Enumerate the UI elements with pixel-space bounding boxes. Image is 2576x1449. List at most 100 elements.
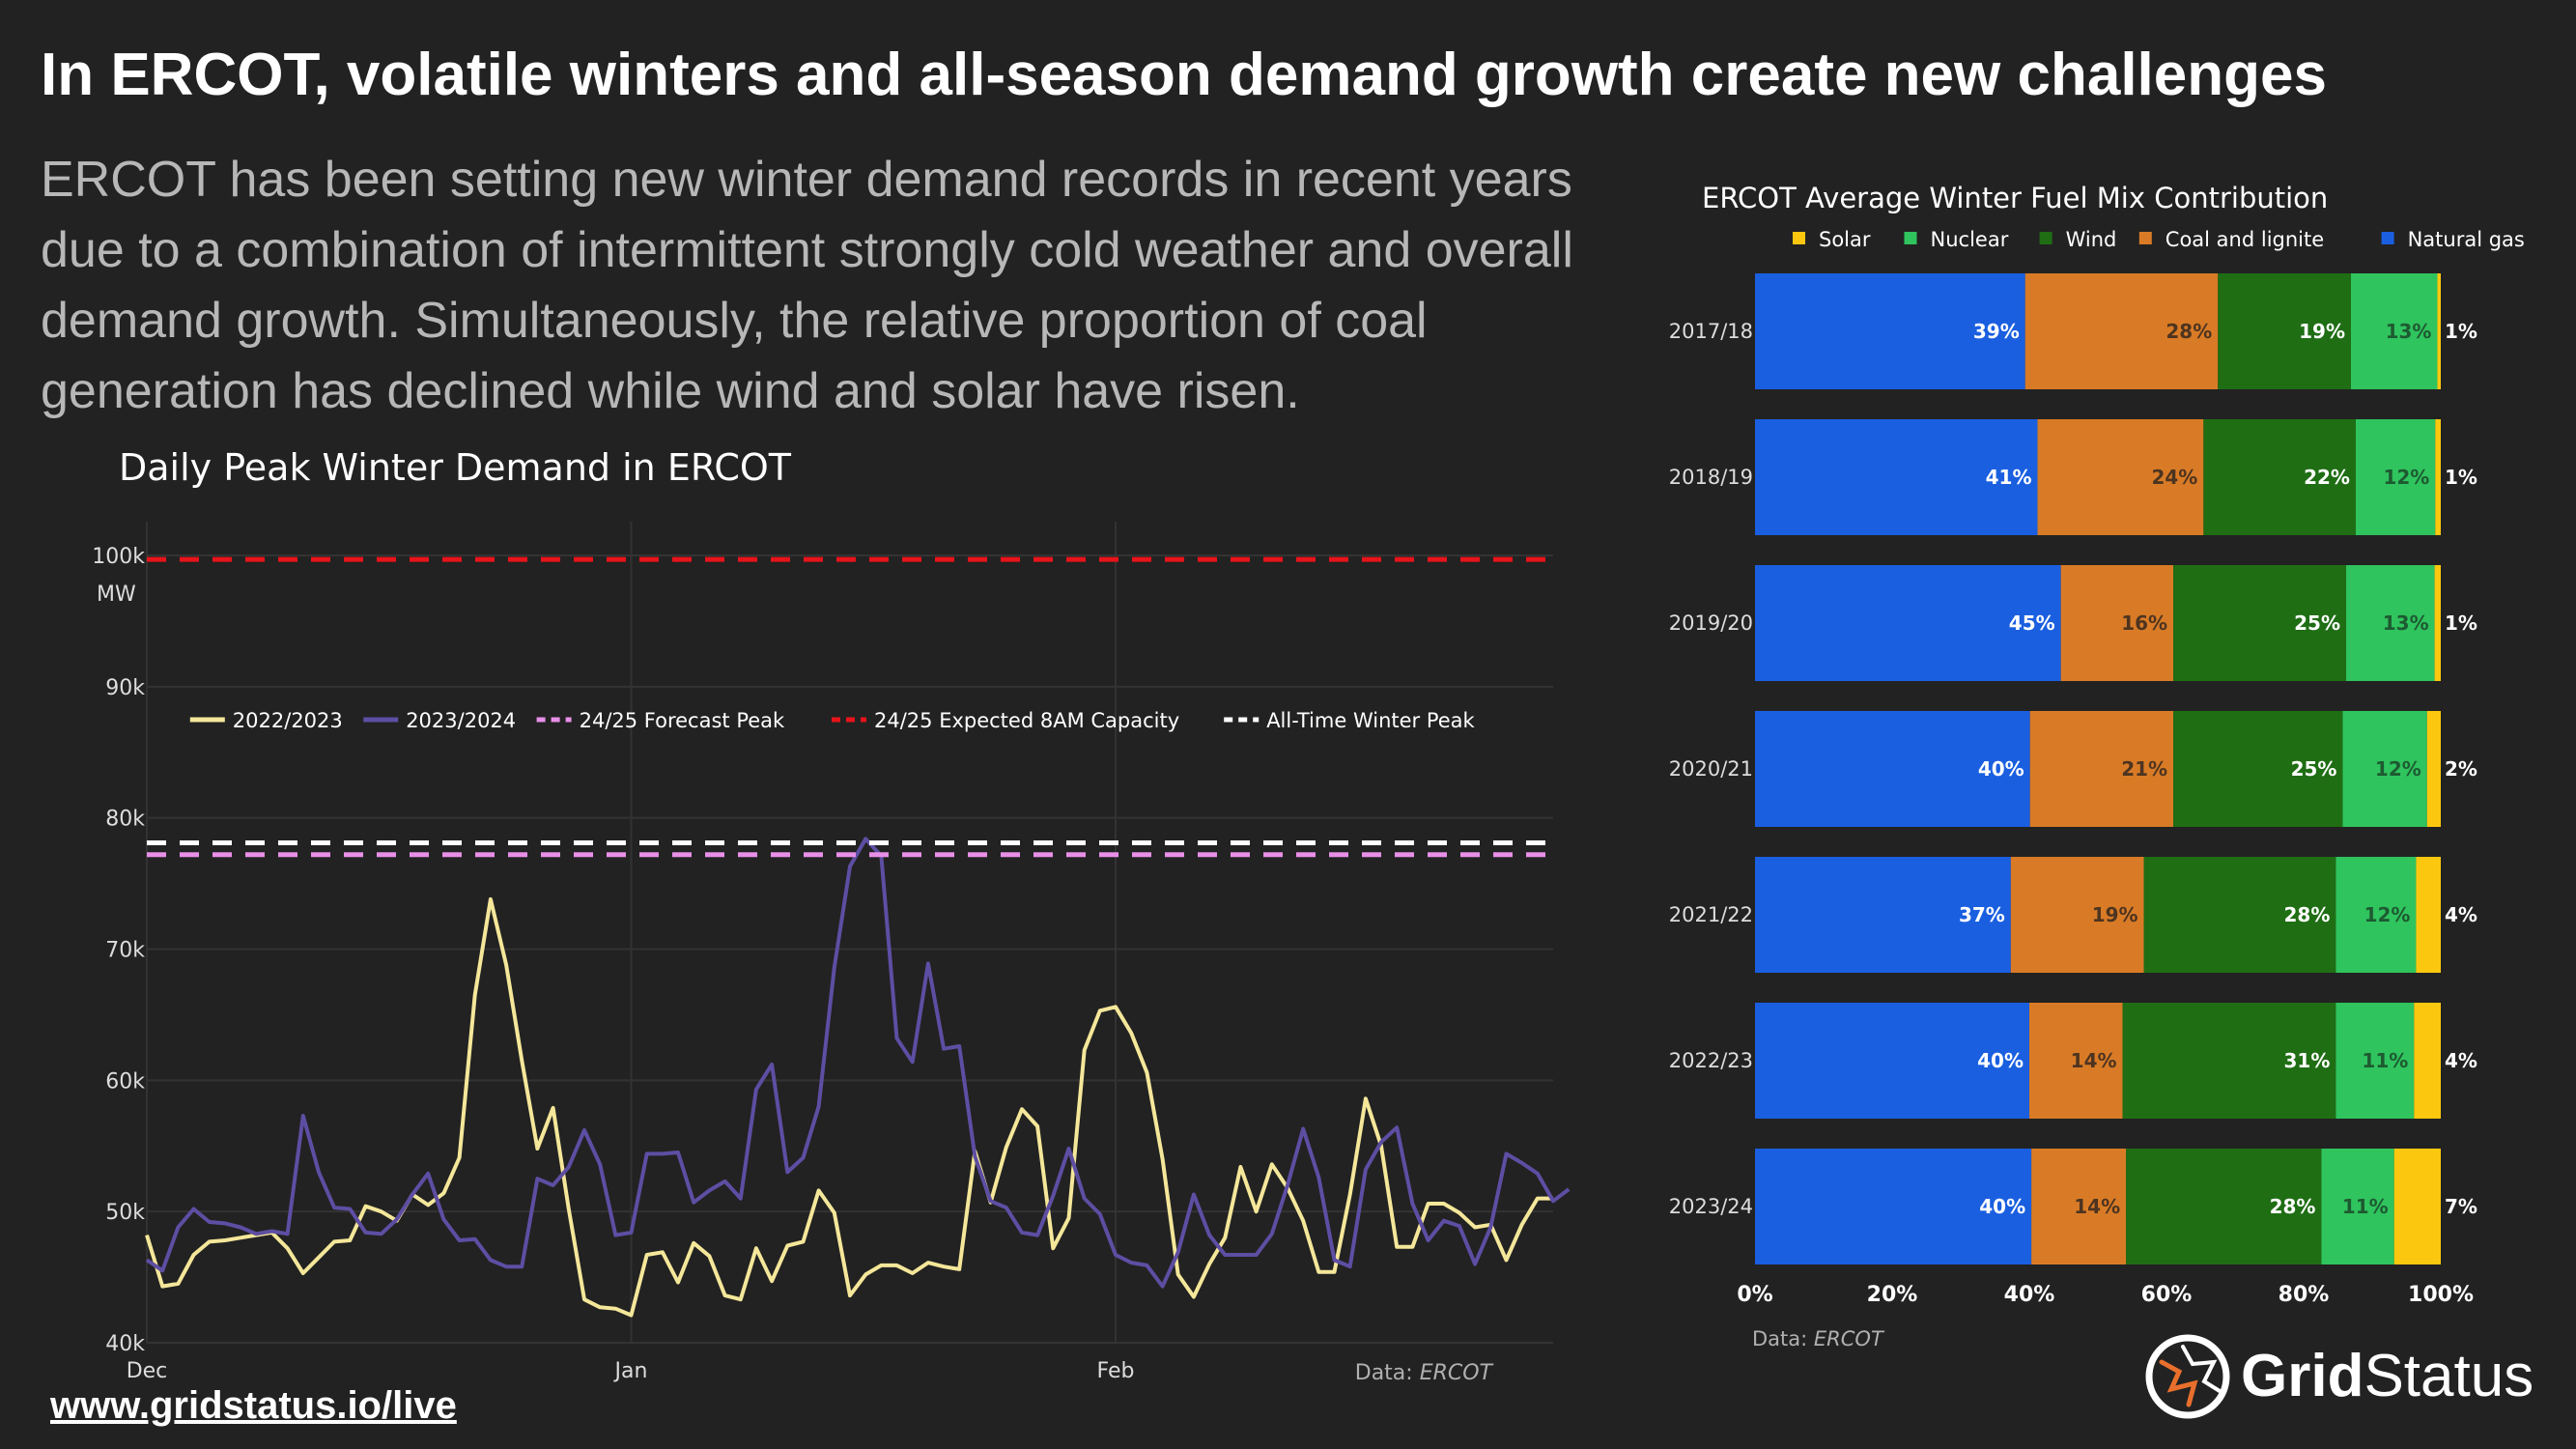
logo-word-grid: Grid (2241, 1343, 2364, 1409)
source-name: ERCOT (1420, 1361, 1494, 1385)
bar-segment-nuclear (2342, 711, 2427, 827)
fuel-legend-swatch (2039, 232, 2052, 244)
bar-label-coal-and-lignite: 28% (2166, 320, 2212, 343)
fuel-x-tick-label: 60% (2141, 1283, 2193, 1307)
gridstatus-logo-icon (2145, 1334, 2230, 1419)
bar-segment-coal-and-lignite (2060, 565, 2174, 681)
y-tick-label: 60k (105, 1069, 145, 1094)
bar-label-nuclear: 12% (2375, 757, 2421, 781)
bar-label-nuclear: 12% (2364, 903, 2411, 926)
bar-label-nuclear: 11% (2362, 1049, 2408, 1072)
bar-segment-wind (2126, 1149, 2322, 1264)
bar-segment-natural-gas (1755, 857, 2011, 973)
legend-item: All-Time Winter Peak (1224, 709, 1476, 732)
legend-label: 2023/2024 (406, 709, 516, 732)
bar-segment-nuclear (2350, 273, 2438, 389)
series-line-2022-2023 (145, 896, 1553, 1318)
bar-label-coal-and-lignite: 14% (2071, 1049, 2117, 1072)
row-label: 2018/19 (1669, 466, 1753, 489)
fuel-x-tick-label: 80% (2279, 1283, 2330, 1307)
fuel-x-tick-label: 20% (1867, 1283, 1918, 1307)
bar-segment-natural-gas (1755, 273, 2025, 389)
fuel-legend-item: Coal and lignite (2138, 228, 2324, 251)
bar-label-nuclear: 12% (2383, 466, 2429, 489)
fuel-legend-item: Natural gas (2381, 228, 2525, 251)
bar-label-natural-gas: 41% (1986, 466, 2032, 489)
fuel-x-tick-label: 100% (2408, 1283, 2474, 1307)
bar-label-solar: 1% (2445, 466, 2477, 489)
bar-label-wind: 22% (2304, 466, 2350, 489)
y-axis-unit-label: MW (97, 582, 136, 607)
bar-segment-coal-and-lignite (2029, 711, 2174, 827)
bar-segment-coal-and-lignite (2037, 419, 2204, 535)
fuel-legend-swatch (1904, 232, 1917, 244)
bar-segment-solar (2437, 273, 2441, 389)
x-tick-label: Dec (127, 1359, 168, 1383)
bar-label-wind: 28% (2283, 903, 2330, 926)
series-line-2023-2024 (145, 837, 1571, 1289)
bar-label-wind: 19% (2299, 320, 2345, 343)
row-label: 2020/21 (1669, 757, 1753, 781)
bar-label-solar: 2% (2445, 757, 2477, 781)
row-label: 2023/24 (1669, 1195, 1753, 1218)
fuel-chart-title: ERCOT Average Winter Fuel Mix Contributi… (1702, 182, 2328, 214)
fuel-source-label: Data: (1752, 1327, 1814, 1350)
gridstatus-live-link[interactable]: www.gridstatus.io/live (50, 1384, 457, 1427)
bar-segment-nuclear (2346, 565, 2435, 681)
y-tick-label: 100k (92, 545, 145, 569)
bar-segment-nuclear (2321, 1149, 2394, 1264)
row-label: 2017/18 (1669, 320, 1753, 343)
legend-label: 24/25 Expected 8AM Capacity (874, 709, 1179, 732)
page-subtitle: ERCOT has been setting new winter demand… (41, 152, 1573, 419)
bar-label-coal-and-lignite: 24% (2151, 466, 2197, 489)
bar-label-solar: 4% (2445, 903, 2477, 926)
source-note: Data: ERCOT (1355, 1361, 1494, 1385)
bar-label-nuclear: 13% (2386, 320, 2432, 343)
legend-label: 24/25 Forecast Peak (580, 709, 785, 732)
gridstatus-logo[interactable]: GridStatus (2144, 1328, 2550, 1425)
legend-label: 2022/2023 (233, 709, 343, 732)
bar-label-natural-gas: 45% (2009, 611, 2055, 635)
bar-segment-natural-gas (1755, 1003, 2029, 1119)
bar-segment-solar (2435, 419, 2441, 535)
bar-label-coal-and-lignite: 14% (2074, 1195, 2120, 1218)
legend-item: 24/25 Expected 8AM Capacity (832, 709, 1179, 732)
bar-label-natural-gas: 37% (1959, 903, 2005, 926)
y-tick-label: 40k (105, 1332, 145, 1356)
bar-label-coal-and-lignite: 16% (2121, 611, 2167, 635)
bar-label-wind: 28% (2270, 1195, 2316, 1218)
bar-label-natural-gas: 39% (1973, 320, 2020, 343)
bar-segment-coal-and-lignite (2029, 1003, 2123, 1119)
bar-segment-solar (2416, 857, 2441, 973)
fuel-legend-swatch (2138, 232, 2152, 244)
bar-label-nuclear: 11% (2342, 1195, 2389, 1218)
bar-segment-nuclear (2355, 419, 2436, 535)
bar-segment-natural-gas (1755, 1149, 2032, 1264)
fuel-legend-item: Wind (2039, 228, 2116, 251)
y-tick-label: 70k (105, 939, 145, 963)
logo-word-status: Status (2364, 1343, 2534, 1409)
fuel-legend-label: Natural gas (2408, 228, 2525, 251)
fuel-source-note: Data: ERCOT (1752, 1327, 1885, 1350)
bar-label-natural-gas: 40% (1978, 757, 2024, 781)
fuel-legend-label: Coal and lignite (2166, 228, 2324, 251)
legend-item: 2023/2024 (363, 709, 516, 732)
x-tick-label: Jan (613, 1359, 648, 1383)
bar-label-coal-and-lignite: 21% (2121, 757, 2167, 781)
legend-item: 2022/2023 (189, 709, 343, 732)
bar-segment-coal-and-lignite (2010, 857, 2144, 973)
legend-item: 24/25 Forecast Peak (536, 709, 785, 732)
fuel-legend-item: Solar (1793, 228, 1871, 251)
bar-label-wind: 31% (2283, 1049, 2330, 1072)
bar-segment-wind (2173, 711, 2343, 827)
page-title: In ERCOT, volatile winters and all-seaso… (41, 42, 2327, 108)
bar-label-nuclear: 13% (2383, 611, 2429, 635)
bar-label-coal-and-lignite: 19% (2092, 903, 2138, 926)
bar-segment-wind (2122, 1003, 2336, 1119)
row-label: 2022/23 (1669, 1049, 1753, 1072)
bar-segment-natural-gas (1755, 711, 2030, 827)
daily-peak-demand-chart: Daily Peak Winter Demand in ERCOT 40k 50k 6… (92, 446, 1571, 1385)
bar-segment-wind (2143, 857, 2336, 973)
fuel-legend-label: Nuclear (1931, 228, 2009, 251)
bar-segment-natural-gas (1755, 419, 2038, 535)
